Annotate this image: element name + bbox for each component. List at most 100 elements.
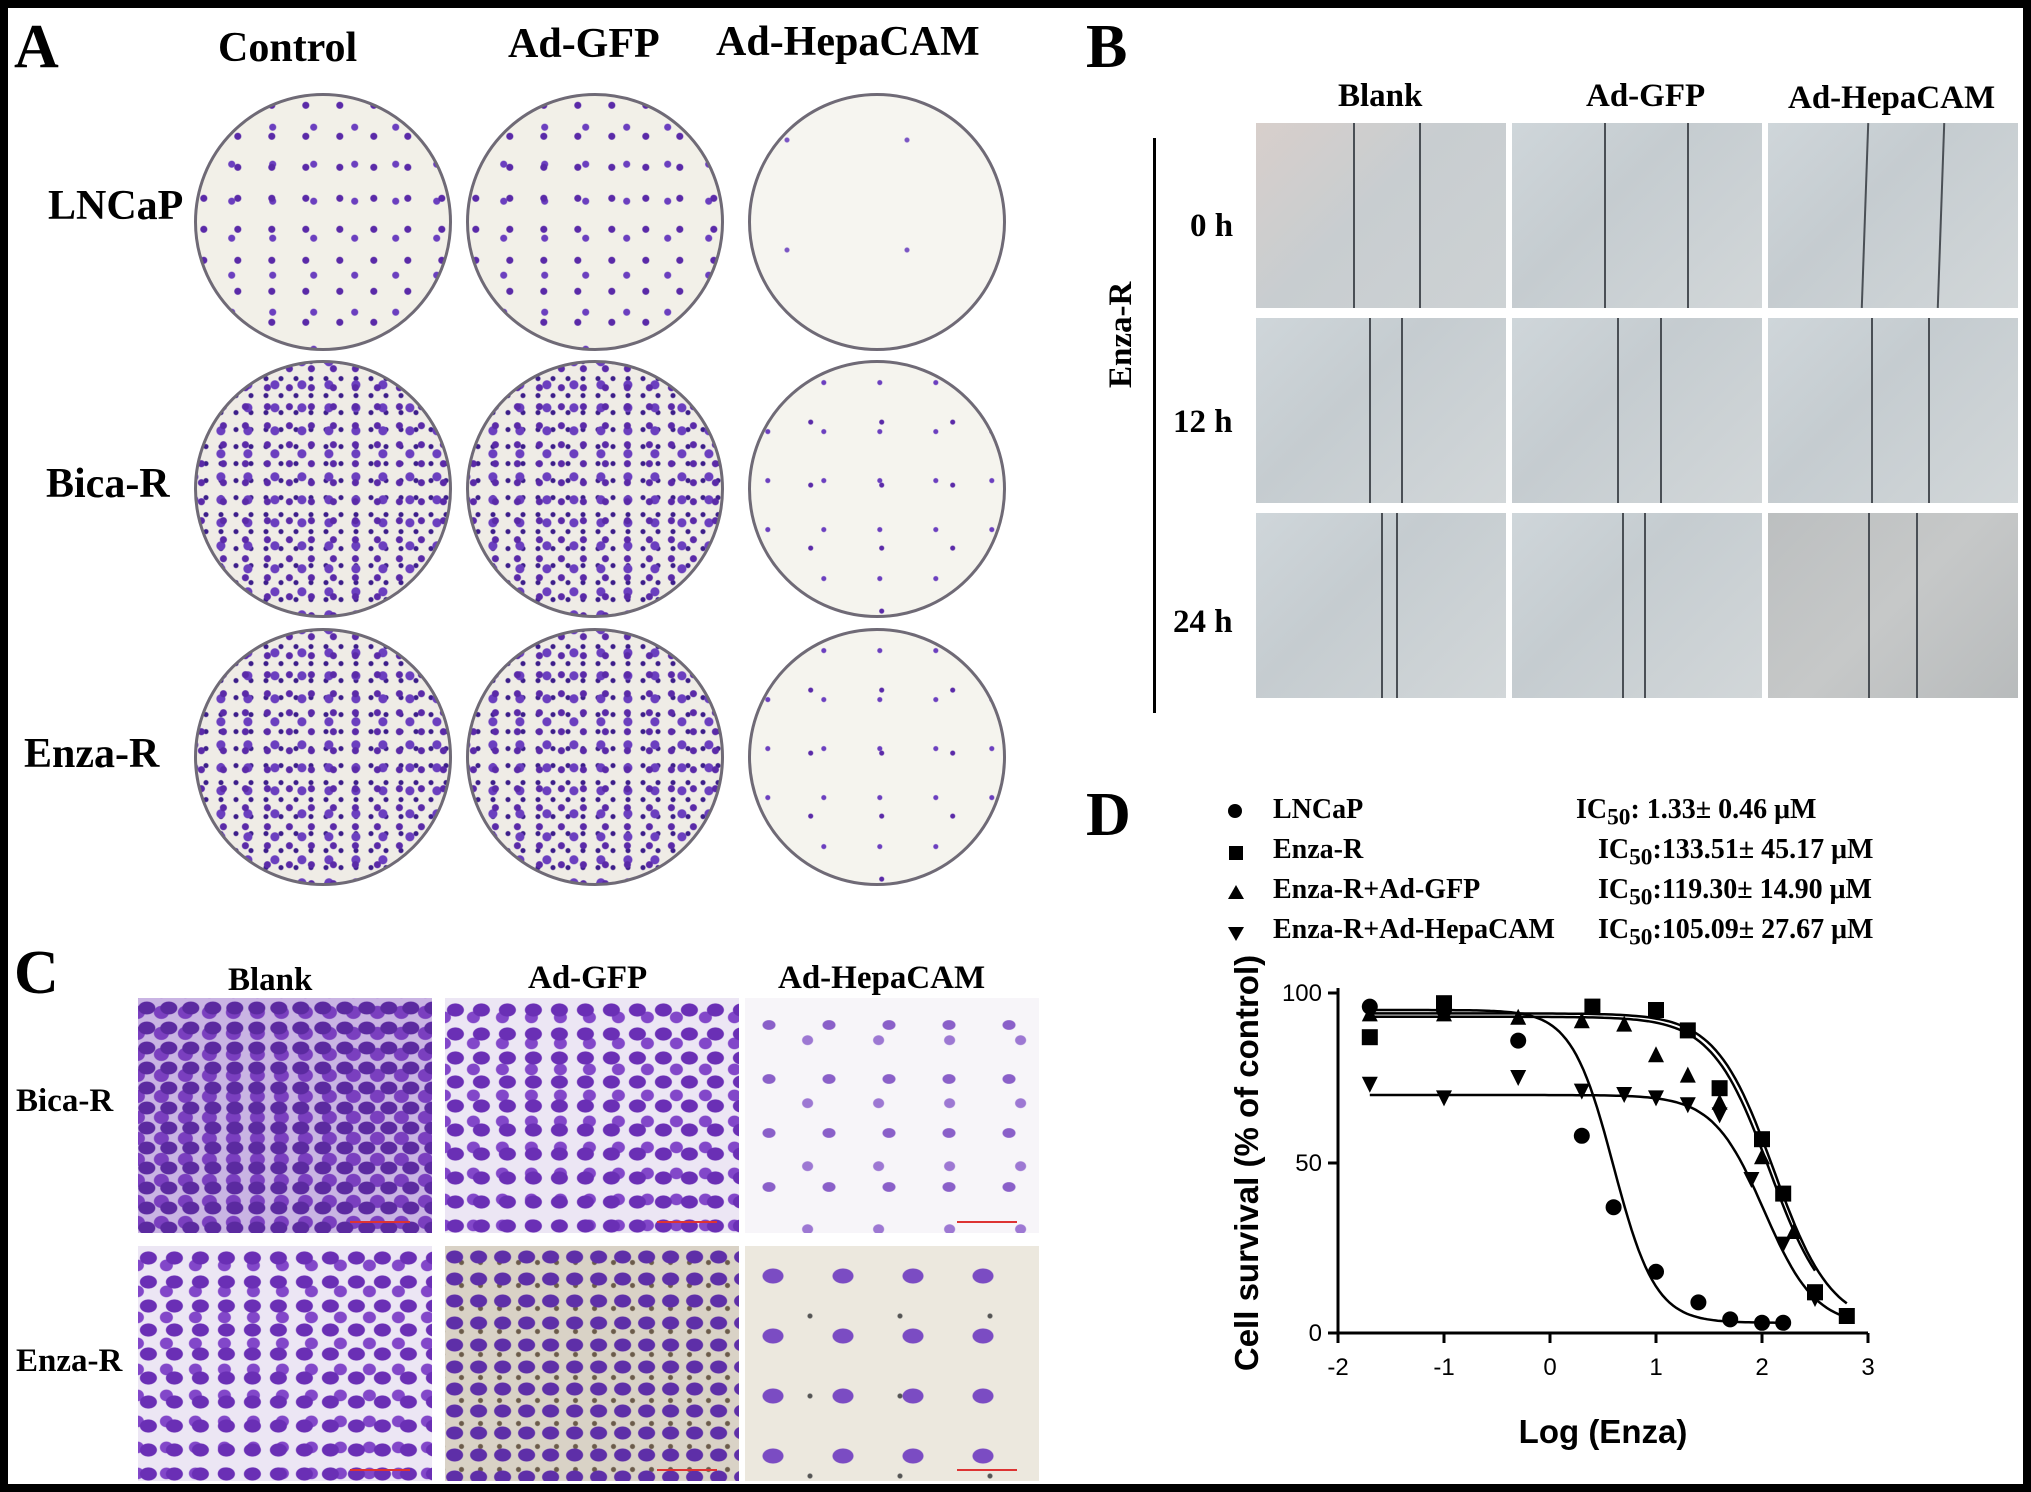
- panel-a-row-enzar: Enza-R: [24, 731, 160, 777]
- panel-c-row-bicar: Bica-R: [16, 1083, 114, 1119]
- colony-dish-bicar-adhepacam: [748, 360, 1006, 618]
- panel-a-letter: A: [14, 13, 59, 81]
- panel-b-col-adhepacam: Ad-HepaCAM: [1788, 80, 1996, 116]
- legend-marker-square: [1229, 846, 1243, 860]
- wound-image-12h-blank: [1256, 318, 1506, 503]
- wound-image-0h-adhepacam: [1768, 123, 2018, 308]
- data-point-circle: [1754, 1314, 1770, 1331]
- colony-dish-lncap-adgfp: [466, 93, 724, 351]
- wound-image-0h-adgfp: [1512, 123, 1762, 308]
- data-point-square: [1436, 995, 1452, 1012]
- panel-c-col-adhepacam: Ad-HepaCAM: [778, 960, 986, 996]
- data-point-square: [1754, 1131, 1770, 1148]
- legend-label-enzar-adhepacam: Enza-R+Ad-HepaCAM: [1273, 914, 1555, 945]
- data-point-triangle-up: [1754, 1148, 1770, 1165]
- wound-image-12h-adhepacam: [1768, 318, 2018, 503]
- wound-image-0h-blank: [1256, 123, 1506, 308]
- panel-b-group-label: Enza-R: [1103, 281, 1139, 388]
- colony-dish-enzar-adhepacam: [748, 628, 1006, 886]
- data-point-triangle-up: [1785, 1223, 1802, 1239]
- panel-c-letter: C: [14, 939, 59, 1007]
- data-point-triangle-up: [1679, 1066, 1696, 1083]
- transwell-image-enzar-blank: [138, 1246, 432, 1481]
- panel-b-row-24h: 24 h: [1173, 604, 1233, 640]
- panel-d-letter: D: [1086, 781, 1131, 849]
- data-point-triangle-down: [1679, 1097, 1696, 1114]
- data-point-triangle-down: [1775, 1236, 1792, 1253]
- colony-dish-enzar-adgfp: [466, 628, 724, 886]
- panel-c-col-adgfp: Ad-GFP: [528, 960, 648, 996]
- data-point-triangle-down: [1838, 1308, 1855, 1324]
- panel-c-col-blank: Blank: [228, 962, 313, 998]
- wound-image-24h-blank: [1256, 513, 1506, 698]
- fit-curve-square: [1369, 1012, 1848, 1305]
- data-point-triangle-down: [1361, 1076, 1378, 1093]
- data-point-triangle-up: [1436, 1005, 1452, 1022]
- y-axis-label: Cell survival (% of control): [1228, 955, 1265, 1371]
- data-point-square: [1648, 1002, 1664, 1018]
- x-tick-label: -2: [1327, 1354, 1348, 1381]
- wound-image-24h-adhepacam: [1768, 513, 2018, 698]
- data-point-triangle-up: [1616, 1015, 1633, 1032]
- data-point-triangle-up: [1573, 1012, 1590, 1029]
- data-point-circle: [1690, 1294, 1707, 1311]
- wound-image-12h-adgfp: [1512, 318, 1762, 503]
- data-point-triangle-down: [1711, 1107, 1728, 1124]
- transwell-image-enzar-adhepacam: [745, 1246, 1039, 1481]
- data-point-square: [1775, 1185, 1792, 1202]
- data-point-square: [1679, 1022, 1696, 1039]
- legend-marker-circle: [1228, 804, 1242, 818]
- panel-c-row-enzar: Enza-R: [16, 1343, 123, 1379]
- y-tick-label: 100: [1282, 980, 1322, 1007]
- chart-axes: -2 -1 0 1 2 3 0 50 100: [1282, 980, 1875, 1381]
- data-point-triangle-down: [1616, 1087, 1633, 1103]
- x-tick-label: -1: [1433, 1354, 1454, 1381]
- legend-label-lncap: LNCaP: [1273, 794, 1364, 825]
- data-point-circle: [1510, 1032, 1527, 1049]
- panel-b-col-adgfp: Ad-GFP: [1586, 78, 1706, 114]
- figure-panel: A Control Ad-GFP Ad-HepaCAM LNCaP Bica-R…: [8, 8, 2023, 1484]
- panel-a-row-bicar: Bica-R: [46, 461, 170, 507]
- transwell-image-bicar-blank: [138, 998, 432, 1233]
- data-point-circle: [1648, 1263, 1664, 1280]
- panel-b-col-blank: Blank: [1338, 78, 1423, 114]
- panel-a-col-adhepacam: Ad-HepaCAM: [716, 19, 980, 65]
- colony-dish-bicar-adgfp: [466, 360, 724, 618]
- colony-dish-bicar-control: [194, 360, 452, 618]
- colony-dish-enzar-control: [194, 628, 452, 886]
- x-tick-label: 0: [1543, 1354, 1556, 1381]
- data-point-circle: [1722, 1311, 1739, 1328]
- panel-b-row-0h: 0 h: [1190, 208, 1234, 244]
- data-point-square: [1361, 1029, 1378, 1046]
- fit-curve-triangle-up: [1369, 1015, 1817, 1272]
- transwell-image-bicar-adhepacam: [745, 998, 1039, 1233]
- panel-b-row-12h: 12 h: [1173, 404, 1233, 440]
- transwell-image-bicar-adgfp: [445, 998, 739, 1233]
- x-tick-label: 1: [1649, 1354, 1662, 1381]
- legend-ic50-lncap: IC50: 1.33± 0.46 μM: [1576, 794, 1817, 831]
- colony-dish-lncap-control: [194, 93, 452, 351]
- legend-marker-triangle-up: [1228, 885, 1244, 899]
- x-tick-label: 3: [1861, 1354, 1874, 1381]
- data-point-triangle-up: [1510, 1008, 1527, 1025]
- data-point-triangle-down: [1648, 1090, 1664, 1107]
- chart-fit-curves: [1369, 1008, 1848, 1324]
- x-tick-label: 2: [1755, 1354, 1768, 1381]
- data-point-triangle-down: [1807, 1291, 1823, 1307]
- colony-dish-lncap-adhepacam: [748, 93, 1006, 351]
- legend-label-enzar: Enza-R: [1273, 834, 1364, 865]
- chart-points: [1361, 995, 1855, 1331]
- panel-a-col-adgfp: Ad-GFP: [508, 21, 660, 67]
- y-tick-label: 0: [1309, 1320, 1322, 1347]
- data-point-triangle-up: [1361, 1005, 1378, 1022]
- data-point-triangle-up: [1648, 1046, 1664, 1063]
- legend-label-enzar-adgfp: Enza-R+Ad-GFP: [1273, 874, 1481, 905]
- transwell-image-enzar-adgfp: [445, 1246, 739, 1481]
- panel-a-row-lncap: LNCaP: [48, 183, 184, 229]
- data-point-circle: [1605, 1199, 1622, 1216]
- legend-marker-triangle-down: [1228, 927, 1244, 941]
- legend-ic50-enzar-adgfp: IC50:119.30± 14.90 μM: [1598, 874, 1872, 911]
- data-point-square: [1584, 998, 1601, 1015]
- data-point-triangle-down: [1743, 1172, 1760, 1188]
